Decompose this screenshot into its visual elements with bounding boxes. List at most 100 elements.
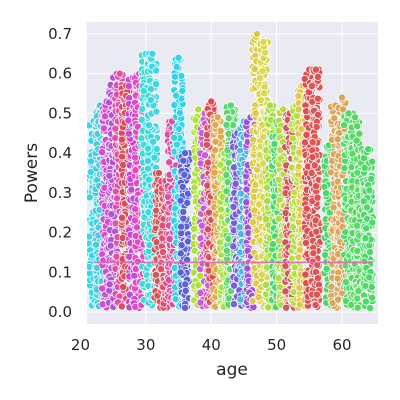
data-point — [127, 185, 136, 194]
data-point — [231, 179, 240, 188]
data-point-max — [148, 49, 157, 58]
data-point — [163, 192, 172, 201]
data-point-max — [207, 97, 216, 106]
data-point — [175, 108, 184, 117]
data-point — [211, 137, 220, 146]
data-point — [181, 286, 190, 295]
data-point — [274, 274, 283, 283]
data-point — [87, 157, 95, 166]
data-point — [258, 66, 267, 75]
data-point — [190, 183, 199, 192]
data-point — [137, 115, 146, 124]
data-point — [178, 86, 187, 95]
data-point — [248, 218, 257, 227]
data-point — [311, 216, 320, 225]
data-point — [255, 151, 264, 160]
data-point-max — [115, 69, 124, 78]
data-point — [217, 205, 225, 214]
data-point — [117, 302, 126, 311]
data-point — [179, 207, 188, 216]
data-point — [230, 281, 239, 290]
data-point — [202, 140, 211, 149]
data-point — [172, 63, 181, 71]
data-point — [177, 222, 186, 231]
data-point — [170, 72, 179, 81]
data-point — [144, 175, 153, 184]
data-point — [131, 153, 140, 162]
data-point — [92, 240, 101, 249]
data-points — [87, 29, 377, 313]
data-point-max — [253, 29, 261, 38]
data-point-max — [259, 37, 268, 46]
data-point — [294, 162, 303, 171]
data-point — [264, 303, 273, 312]
data-point-max — [154, 169, 163, 177]
data-point-max — [174, 53, 183, 62]
data-point — [124, 116, 133, 125]
data-point — [156, 265, 165, 273]
data-point-max — [181, 149, 190, 158]
data-point — [144, 157, 152, 165]
data-point — [287, 163, 296, 172]
data-point — [302, 239, 310, 247]
data-point — [312, 182, 320, 191]
data-point — [165, 158, 174, 167]
data-point — [235, 223, 244, 232]
data-point — [211, 146, 220, 155]
data-point — [308, 82, 316, 90]
data-point — [124, 82, 133, 91]
data-point — [143, 144, 152, 153]
data-point — [191, 116, 200, 125]
data-point — [171, 295, 180, 304]
data-point — [314, 110, 322, 119]
data-point — [179, 214, 188, 223]
data-point — [222, 171, 231, 179]
data-point — [143, 164, 152, 173]
data-point — [175, 125, 184, 133]
data-point — [111, 124, 120, 133]
data-point-max — [266, 101, 275, 110]
data-point — [261, 281, 270, 289]
data-point — [295, 283, 304, 292]
data-point — [158, 248, 167, 257]
data-point — [147, 85, 155, 94]
data-point — [176, 268, 185, 277]
data-point — [180, 170, 189, 179]
data-point — [312, 290, 321, 299]
data-point — [176, 196, 185, 205]
data-point — [117, 135, 126, 144]
data-point — [105, 171, 114, 180]
data-point — [119, 161, 128, 169]
data-point — [281, 287, 290, 296]
data-point — [202, 130, 211, 139]
data-point — [203, 225, 212, 234]
data-point — [216, 126, 225, 135]
data-point — [224, 114, 233, 123]
data-point — [281, 262, 290, 271]
data-point-max — [311, 65, 320, 74]
data-point — [152, 107, 161, 116]
data-point — [229, 242, 238, 251]
data-point — [152, 66, 161, 75]
data-point — [177, 241, 186, 250]
data-point — [178, 182, 187, 191]
data-point — [222, 246, 231, 255]
data-point — [119, 283, 128, 291]
data-point — [177, 229, 186, 238]
data-point — [125, 129, 133, 138]
data-point — [158, 221, 167, 230]
data-point — [99, 124, 108, 133]
data-point — [131, 231, 140, 240]
data-point — [111, 187, 120, 196]
data-point-max — [213, 113, 222, 122]
data-point — [256, 74, 265, 83]
data-point — [302, 204, 311, 213]
data-point — [98, 148, 106, 157]
data-point — [181, 303, 189, 312]
data-point — [204, 158, 213, 167]
data-point — [138, 105, 147, 113]
data-point — [172, 91, 181, 100]
data-point — [311, 301, 320, 309]
data-point — [274, 126, 283, 135]
